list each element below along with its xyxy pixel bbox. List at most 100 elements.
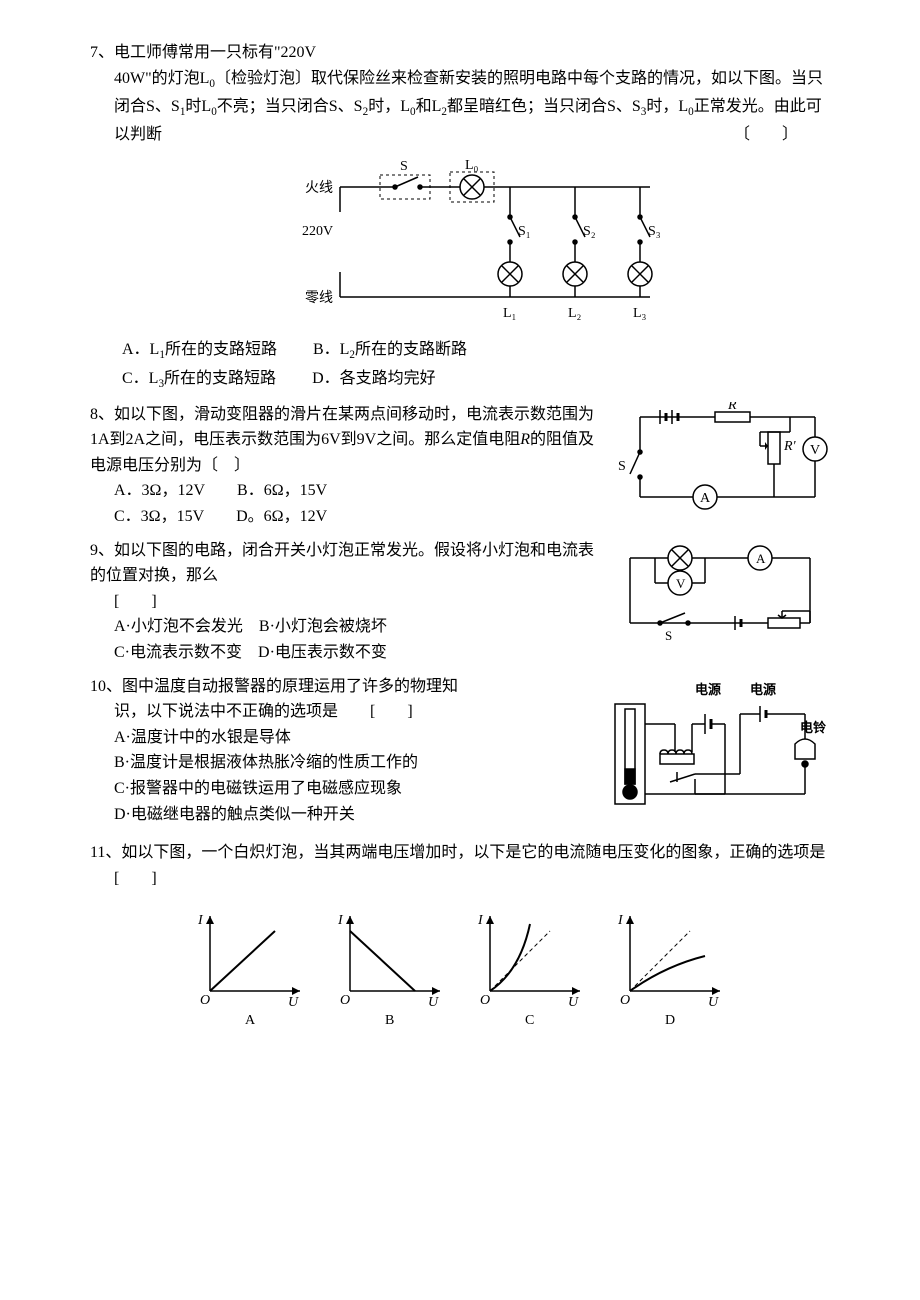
- q9-optA: A·小灯泡不会发光: [114, 618, 243, 635]
- q10-stem-text: 图中温度自动报警器的原理运用了许多的物理知: [122, 678, 458, 695]
- q7-stem1: 电工师傅常用一只标有"220V: [114, 44, 316, 61]
- q10-stem2: 识，以下说法中不正确的选项是 [ ]: [90, 699, 600, 725]
- q9-label-v: V: [676, 576, 686, 591]
- q7-label-l3: L₃: [633, 306, 647, 321]
- q10-options: A·温度计中的水银是导体 B·温度计是根据液体热胀冷缩的性质工作的 C·报警器中…: [90, 725, 600, 827]
- q7-optA-tail: 所在的支路短路: [165, 341, 277, 358]
- q11c-axis-i: I: [477, 913, 484, 928]
- q8-optC: C．3Ω，15V: [114, 508, 204, 525]
- q9-paren: [ ]: [114, 593, 157, 610]
- q11a-axis-u: U: [288, 995, 299, 1010]
- q7-optB-tail: 所在的支路断路: [355, 341, 467, 358]
- q8-options: A．3Ω，12V B．6Ω，15V C．3Ω，15V D。6Ω，12V: [90, 478, 610, 529]
- q7-stem-line1: 7、电工师傅常用一只标有"220V: [90, 40, 830, 66]
- q7-label-s: S: [400, 159, 408, 174]
- q7-optC-tail: 所在的支路短路: [164, 370, 276, 387]
- q8-number: 8、: [90, 406, 114, 423]
- q7-t3: 时L: [185, 98, 211, 115]
- q9-optC: C·电流表示数不变: [114, 644, 242, 661]
- q7-label-220v: 220V: [302, 224, 333, 239]
- q9-paren-line: [ ]: [90, 589, 610, 615]
- q10-optA: A·温度计中的水银是导体: [114, 729, 291, 746]
- question-8: 8、如以下图，滑动变阻器的滑片在某两点间移动时，电流表示数范围为1A到2A之间，…: [90, 402, 830, 530]
- q11c-axis-u: U: [568, 995, 579, 1010]
- q7-t5: 时，L: [368, 98, 410, 115]
- q8-label-r: R: [727, 402, 737, 413]
- q7-label-fire: 火线: [305, 180, 333, 196]
- q7-t7: 都呈暗红色；当只闭合S、S: [447, 98, 641, 115]
- q11a-origin: O: [200, 993, 210, 1008]
- q11-graphs: I U O A I U O B: [160, 901, 760, 1031]
- q10-number: 10、: [90, 678, 122, 695]
- q7-t6: 和L: [416, 98, 442, 115]
- q10-optB: B·温度计是根据液体热胀冷缩的性质工作的: [114, 754, 418, 771]
- q9-number: 9、: [90, 542, 114, 559]
- q9-optD: D·电压表示数不变: [258, 644, 387, 661]
- q11-paren-text: [ ]: [114, 870, 157, 887]
- q11d-axis-u: U: [708, 995, 719, 1010]
- q11-stem-text: 如以下图，一个白炽灯泡，当其两端电压增加时，以下是它的电流随电压变化的图象，正确…: [121, 844, 825, 861]
- q10-optC: C·报警器中的电磁铁运用了电磁感应现象: [114, 780, 402, 797]
- question-7: 7、电工师傅常用一只标有"220V 40W"的灯泡L0〔检验灯泡〕取代保险丝来检…: [90, 40, 830, 394]
- q9-circuit-diagram: A V S: [610, 538, 830, 643]
- q11-label-a: A: [245, 1013, 256, 1028]
- q11-label-c: C: [525, 1013, 534, 1028]
- q10-label-bell: 电铃: [800, 720, 826, 735]
- q7-label-l2: L₂: [568, 306, 582, 321]
- q7-number: 7、: [90, 44, 114, 61]
- q11-label-b: B: [385, 1013, 394, 1028]
- q11b-axis-u: U: [428, 995, 439, 1010]
- q10-optD: D·电磁继电器的触点类似一种开关: [114, 806, 355, 823]
- q8-stem: 8、如以下图，滑动变阻器的滑片在某两点间移动时，电流表示数范围为1A到2A之间，…: [90, 402, 610, 479]
- q9-stem-text: 如以下图的电路，闭合开关小灯泡正常发光。假设将小灯泡和电流表的位置对换，那么: [90, 542, 594, 585]
- q7-label-l0: L₀: [465, 158, 479, 173]
- q8-label-v: V: [810, 443, 820, 458]
- q7-circuit-diagram: 火线 220V 零线 S L₀ S₁ S₂ S₃ L₁ L₂ L₃: [250, 157, 670, 327]
- q8-circuit-diagram: R R' V A S: [610, 402, 830, 517]
- q7-t8: 时，L: [646, 98, 688, 115]
- question-10: 10、图中温度自动报警器的原理运用了许多的物理知 识，以下说法中不正确的选项是 …: [90, 674, 830, 833]
- q7-optD: D．各支路均完好: [312, 370, 436, 387]
- q7-label-s2: S₂: [583, 224, 596, 239]
- q7-t1: 40W"的灯泡L: [114, 70, 209, 87]
- q8-r-italic: R: [520, 431, 530, 448]
- q11-stem: 11、如以下图，一个白炽灯泡，当其两端电压增加时，以下是它的电流随电压变化的图象…: [90, 840, 830, 866]
- q10-stem: 10、图中温度自动报警器的原理运用了许多的物理知: [90, 674, 600, 700]
- q7-label-s1: S₁: [518, 224, 531, 239]
- q7-stem-line2: 40W"的灯泡L0〔检验灯泡〕取代保险丝来检查新安装的照明电路中每个支路的情况，…: [90, 66, 830, 148]
- q7-t4: 不亮；当只闭合S、S: [217, 98, 363, 115]
- q9-stem: 9、如以下图的电路，闭合开关小灯泡正常发光。假设将小灯泡和电流表的位置对换，那么: [90, 538, 610, 589]
- q8-label-s: S: [618, 459, 626, 474]
- q9-label-s: S: [665, 628, 672, 643]
- q8-optA: A．3Ω，12V: [114, 482, 205, 499]
- q7-options: A．L1所在的支路短路 B．L2所在的支路断路 C．L3所在的支路短路 D．各支…: [90, 337, 830, 393]
- q10-label-power2: 电源: [750, 682, 776, 697]
- q7-optA: A．L: [122, 341, 159, 358]
- q8-label-rp: R': [783, 439, 797, 454]
- q7-label-zero: 零线: [305, 290, 333, 306]
- q7-paren: 〔 〕: [734, 122, 798, 148]
- question-11: 11、如以下图，一个白炽灯泡，当其两端电压增加时，以下是它的电流随电压变化的图象…: [90, 840, 830, 1031]
- q8-optB: B．6Ω，15V: [237, 482, 327, 499]
- q8-optD: D。6Ω，12V: [236, 508, 327, 525]
- q11b-origin: O: [340, 993, 350, 1008]
- q10-label-power1: 电源: [695, 682, 721, 697]
- q11-number: 11、: [90, 844, 121, 861]
- q11d-origin: O: [620, 993, 630, 1008]
- q7-label-s3: S₃: [648, 224, 661, 239]
- q7-optC: C．L: [122, 370, 158, 387]
- q7-label-l1: L₁: [503, 306, 516, 321]
- q8-label-a: A: [700, 491, 711, 506]
- question-9: 9、如以下图的电路，闭合开关小灯泡正常发光。假设将小灯泡和电流表的位置对换，那么…: [90, 538, 830, 666]
- q11c-origin: O: [480, 993, 490, 1008]
- q7-optB: B．L: [313, 341, 349, 358]
- q9-label-a: A: [756, 551, 766, 566]
- q8-stem-text: 如以下图，滑动变阻器的滑片在某两点间移动时，电流表示数范围为1A到2A之间，电压…: [90, 406, 594, 449]
- q11d-axis-i: I: [617, 913, 624, 928]
- q10-circuit-diagram: 电源 电源 电铃: [600, 674, 830, 824]
- q11a-axis-i: I: [197, 913, 204, 928]
- q11-paren: [ ]: [90, 866, 830, 892]
- q11-label-d: D: [665, 1013, 675, 1028]
- q9-options: A·小灯泡不会发光 B·小灯泡会被烧坏 C·电流表示数不变 D·电压表示数不变: [90, 614, 610, 665]
- q10-stem2-text: 识，以下说法中不正确的选项是 [ ]: [114, 703, 413, 720]
